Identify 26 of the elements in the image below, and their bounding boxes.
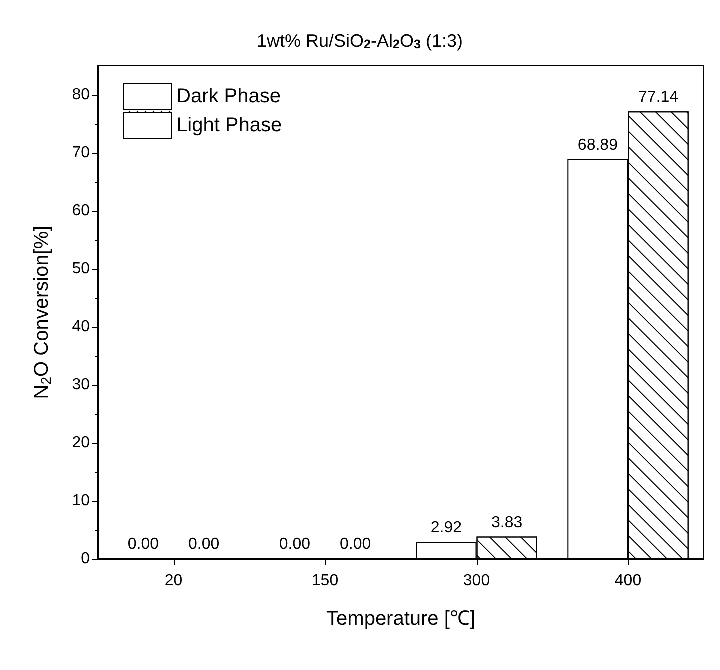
legend-label: Dark Phase (176, 86, 281, 108)
y-tick-label: 30 (72, 376, 90, 394)
chart-title: 1wt% Ru/SiO2-Al2O3 (1:3) (256, 31, 464, 52)
y-tick-label: 10 (72, 492, 90, 510)
data-label: 0.00 (128, 536, 160, 553)
data-label: 2.92 (430, 520, 462, 537)
x-tick-label: 20 (164, 572, 183, 590)
y-tick-label: 40 (72, 318, 90, 336)
data-label: 0.00 (188, 536, 220, 553)
y-axis-title: N2O Conversion[%] (31, 226, 54, 400)
data-label: 77.14 (638, 89, 679, 106)
x-tick-label: 400 (614, 572, 642, 590)
x-tick-label: 300 (463, 572, 490, 590)
x-tick-label: 150 (312, 572, 339, 590)
data-label: 0.00 (279, 536, 311, 553)
y-tick-label: 60 (72, 202, 90, 220)
legend-label: Light Phase (176, 114, 282, 136)
data-label: 0.00 (340, 536, 372, 553)
y-tick-label: 80 (72, 86, 90, 104)
y-tick-label: 0 (81, 550, 90, 568)
y-tick-label: 50 (72, 260, 90, 278)
data-label: 3.83 (491, 514, 523, 532)
y-tick-label: 70 (72, 144, 90, 162)
x-axis-title: Temperature [℃] (326, 608, 476, 630)
y-tick-label: 20 (72, 434, 90, 452)
data-label: 68.89 (578, 136, 618, 154)
